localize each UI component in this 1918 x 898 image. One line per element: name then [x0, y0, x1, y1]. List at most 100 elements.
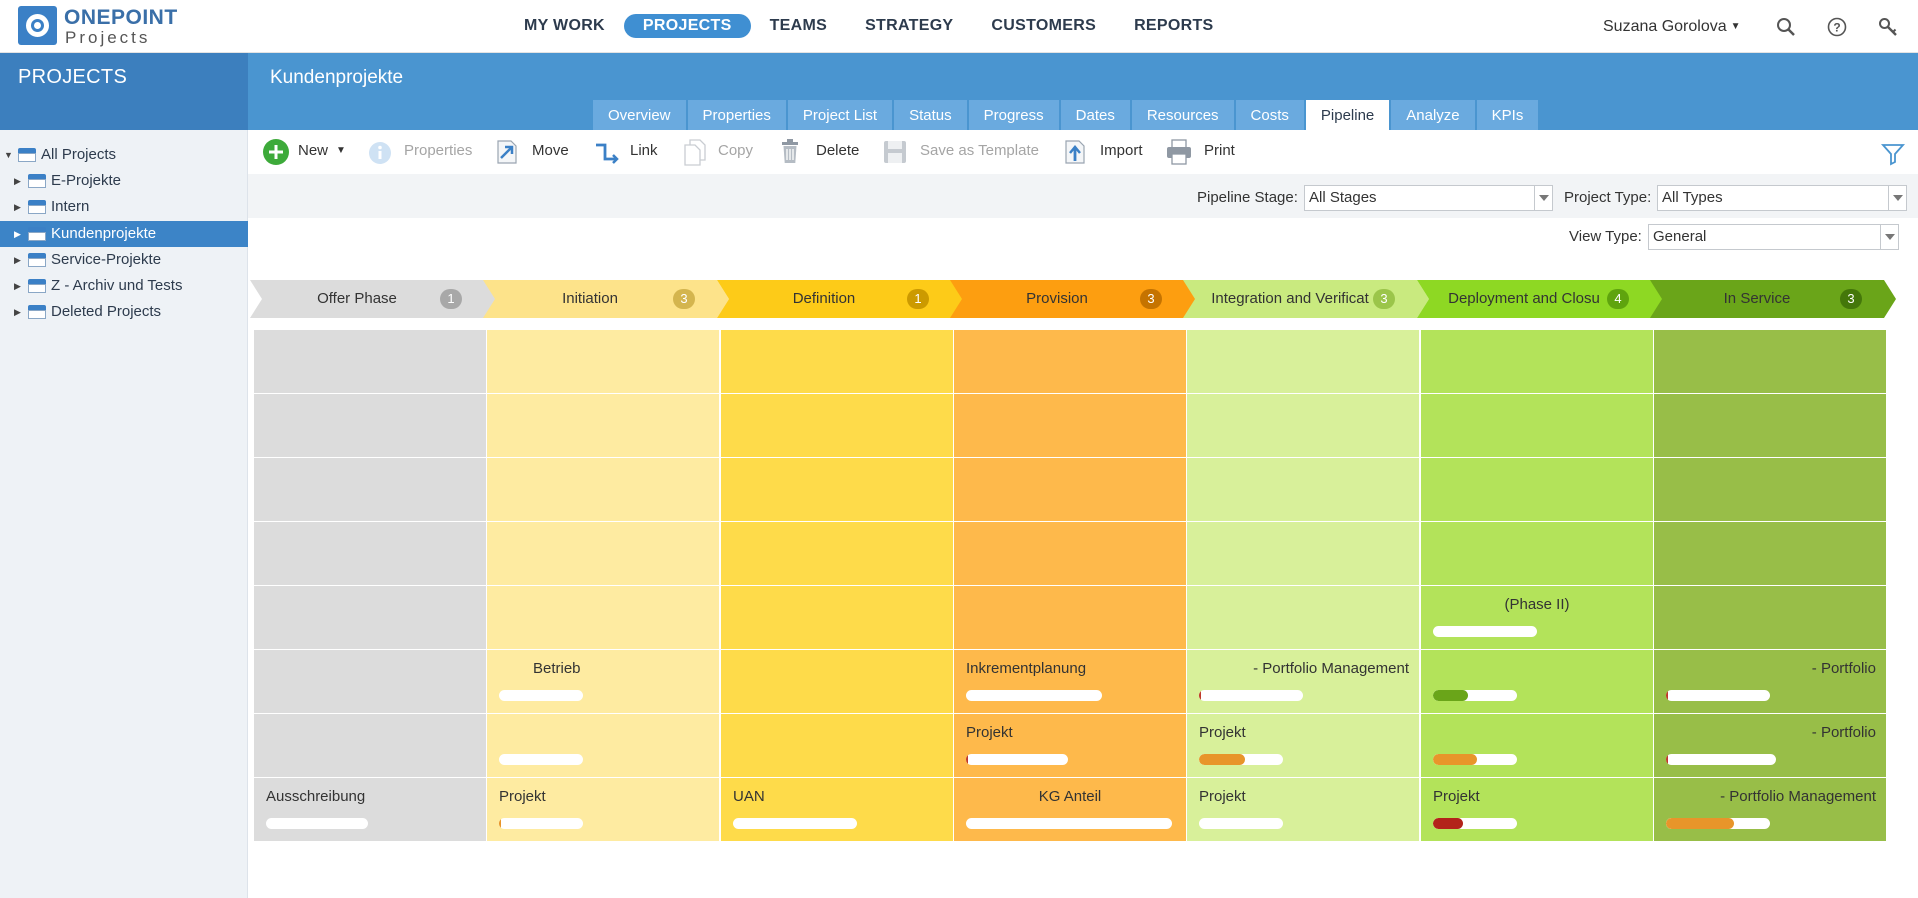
save-as-template-button[interactable]: Save as Template [920, 142, 1039, 159]
tree-item-label: Kundenprojekte [51, 225, 157, 242]
chevron-right-icon[interactable]: ▶ [14, 176, 21, 186]
tree-item-e-projekte[interactable]: ▶ E-Projekte [0, 168, 248, 194]
chevron-right-icon[interactable]: ▶ [14, 229, 21, 239]
tree-item-all-projects[interactable]: ▼ All Projects [0, 142, 248, 168]
project-card-name: - Portfolio Management [1253, 660, 1409, 677]
project-tree: ▼ All Projects ▶ E-Projekte ▶ Intern ▶ Kundenpr… [0, 130, 248, 898]
delete-button[interactable]: Delete [816, 142, 860, 159]
project-card[interactable]: - Portfolio Management [1654, 778, 1886, 841]
chevron-right-icon[interactable]: ▶ [14, 307, 21, 317]
stage-count-badge: 3 [673, 289, 695, 309]
onepoint-logo[interactable]: ONEPOINT Projects [18, 6, 178, 48]
pipeline-cell [1187, 394, 1419, 457]
project-card[interactable]: UAN [721, 778, 953, 841]
project-card[interactable]: - Portfolio [1654, 650, 1886, 713]
project-card[interactable]: - Portfolio [1654, 714, 1886, 777]
project-card[interactable] [1421, 650, 1653, 713]
project-type-select[interactable]: All Types [1657, 185, 1907, 211]
chevron-right-icon[interactable]: ▶ [14, 202, 21, 212]
add-icon[interactable] [262, 138, 292, 168]
view-type-label: View Type: [1569, 228, 1642, 245]
stage-header[interactable]: In Service 3 [1650, 280, 1898, 318]
pipeline-stage-select[interactable]: All Stages [1304, 185, 1553, 211]
nav-customers[interactable]: CUSTOMERS [991, 17, 1097, 34]
move-button[interactable]: Move [532, 142, 569, 159]
tab-properties[interactable]: Properties [687, 100, 786, 130]
project-card[interactable]: Projekt [1187, 714, 1419, 777]
nav-my-work[interactable]: MY WORK [524, 17, 605, 34]
progress-bar [1433, 626, 1537, 637]
project-card-name: - Portfolio [1811, 724, 1876, 741]
key-icon[interactable] [1878, 17, 1898, 37]
project-card-name: - Portfolio [1811, 660, 1876, 677]
tab-resources[interactable]: Resources [1131, 100, 1234, 130]
chevron-down-icon[interactable]: ▼ [336, 145, 346, 156]
trash-icon [28, 305, 46, 319]
tab-dates[interactable]: Dates [1060, 100, 1130, 130]
project-card[interactable]: KG Anteil [954, 778, 1186, 841]
project-card[interactable]: Inkrementplanung [954, 650, 1186, 713]
project-card[interactable] [487, 714, 719, 777]
new-button[interactable]: New ▼ [298, 142, 346, 159]
chevron-right-icon[interactable]: ▶ [14, 281, 21, 291]
progress-bar [966, 690, 1102, 701]
help-icon[interactable]: ? [1827, 17, 1847, 37]
tree-item-z-archiv-und-tests[interactable]: ▶ Z - Archiv und Tests [0, 273, 248, 299]
tree-item-label: E-Projekte [51, 172, 122, 189]
project-card[interactable]: Projekt [1421, 778, 1653, 841]
nav-strategy[interactable]: STRATEGY [865, 17, 954, 34]
tab-pipeline[interactable]: Pipeline [1305, 100, 1390, 130]
pipeline-cell [254, 586, 486, 649]
tab-analyze[interactable]: Analyze [1391, 100, 1475, 130]
save-template-icon [884, 141, 906, 163]
project-card[interactable]: Projekt [954, 714, 1186, 777]
tab-progress[interactable]: Progress [968, 100, 1059, 130]
filter-icon[interactable] [1878, 139, 1908, 169]
tree-item-kundenprojekte[interactable]: ▶ Kundenprojekte [0, 221, 248, 247]
project-card[interactable]: - Portfolio Management [1187, 650, 1419, 713]
tab-costs[interactable]: Costs [1235, 100, 1304, 130]
tab-status[interactable]: Status [894, 100, 967, 130]
link-button[interactable]: Link [630, 142, 658, 159]
tree-item-label: Z - Archiv und Tests [51, 277, 183, 294]
nav-teams[interactable]: TEAMS [769, 17, 828, 34]
copy-button[interactable]: Copy [718, 142, 754, 159]
stage-header[interactable]: Initiation 3 [483, 280, 731, 318]
chevron-down-icon[interactable]: ▼ [4, 150, 13, 160]
import-button[interactable]: Import [1100, 142, 1143, 159]
new-button-label: New [298, 142, 329, 159]
tree-item-intern[interactable]: ▶ Intern [0, 194, 248, 220]
tree-item-service-projekte[interactable]: ▶ Service-Projekte [0, 247, 248, 273]
nav-projects[interactable]: PROJECTS [623, 14, 751, 38]
user-menu[interactable]: Suzana Gorolova ▼ [1603, 18, 1741, 36]
project-card-name: Betrieb [533, 660, 581, 677]
stage-header[interactable]: Offer Phase 1 [250, 280, 498, 318]
chevron-right-icon[interactable]: ▶ [14, 255, 21, 265]
view-type-select[interactable]: General [1648, 224, 1899, 250]
project-card[interactable]: Betrieb [487, 650, 719, 713]
tab-overview[interactable]: Overview [593, 100, 686, 130]
properties-button[interactable]: Properties [404, 142, 473, 159]
print-button[interactable]: Print [1204, 142, 1235, 159]
stage-header[interactable]: Deployment and Closu 4 [1417, 280, 1665, 318]
stage-count-badge: 1 [907, 289, 929, 309]
tree-item-label: Deleted Projects [51, 303, 162, 320]
tab-kpis[interactable]: KPIs [1476, 100, 1539, 130]
tab-project-list[interactable]: Project List [787, 100, 893, 130]
project-type-label: Project Type: [1564, 189, 1652, 206]
stage-header[interactable]: Provision 3 [950, 280, 1198, 318]
project-card[interactable] [1421, 714, 1653, 777]
project-card[interactable]: Projekt [1187, 778, 1419, 841]
project-card[interactable]: (Phase II) [1421, 586, 1653, 649]
projects-panel-title: PROJECTS [18, 66, 128, 88]
progress-bar [966, 818, 1172, 829]
project-card[interactable]: Ausschreibung [254, 778, 486, 841]
stage-name: Provision [1026, 290, 1088, 307]
progress-fill [1199, 690, 1201, 701]
nav-reports[interactable]: REPORTS [1134, 17, 1214, 34]
search-icon[interactable] [1776, 17, 1796, 37]
project-card[interactable]: Projekt [487, 778, 719, 841]
stage-header[interactable]: Definition 1 [717, 280, 965, 318]
stage-header[interactable]: Integration and Verificat 3 [1183, 280, 1431, 318]
tree-item-deleted-projects[interactable]: ▶ Deleted Projects [0, 299, 248, 325]
